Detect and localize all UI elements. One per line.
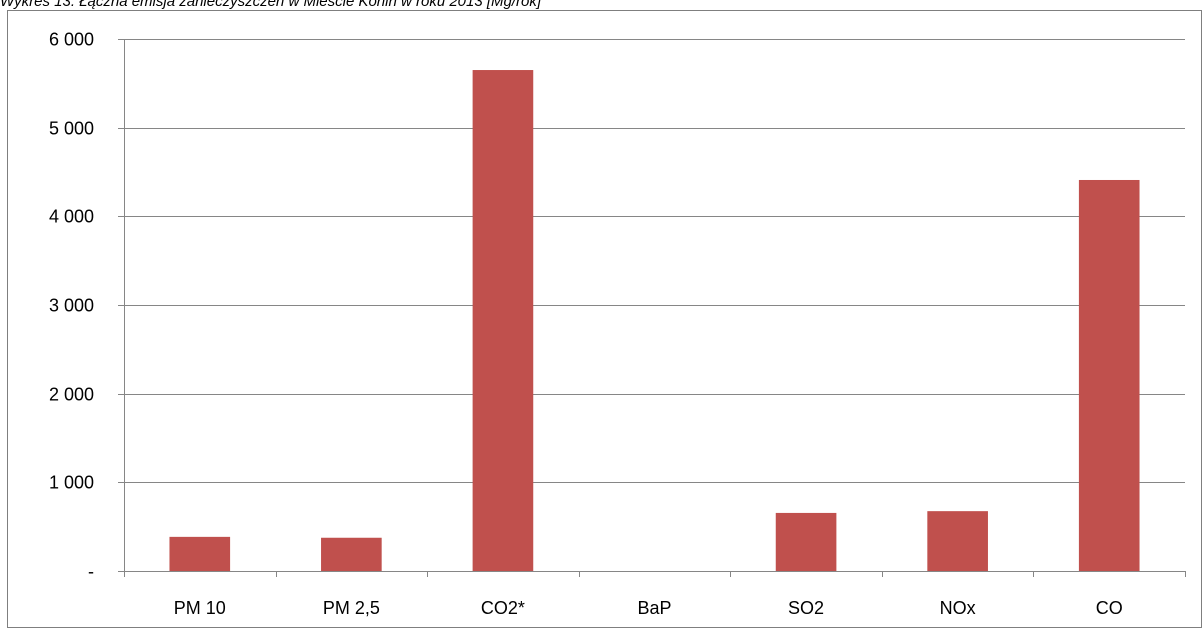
bar-nox [927, 511, 988, 571]
x-tick-label: BaP [637, 598, 671, 618]
x-tick-label: SO2 [788, 598, 824, 618]
y-tick-label: 1 000 [49, 473, 94, 493]
chart-frame [7, 10, 1202, 628]
y-tick-label: 5 000 [49, 119, 94, 139]
y-tick-label: - [88, 562, 94, 582]
bar-co2 [472, 70, 534, 572]
y-tick-label: 2 000 [49, 385, 94, 405]
bar-so2 [775, 512, 837, 571]
x-tick-label: NOx [940, 598, 976, 618]
x-tick-label: PM 10 [174, 598, 226, 618]
y-tick-label: 4 000 [49, 207, 94, 227]
y-tick-label: 6 000 [49, 30, 94, 50]
x-tick-label: PM 2,5 [323, 598, 380, 618]
y-tick-label: 3 000 [49, 296, 94, 316]
x-tick-label: CO2* [481, 598, 525, 618]
bar-pm-10 [169, 536, 231, 571]
x-tick-label: CO [1096, 598, 1123, 618]
bar-co [1078, 179, 1140, 572]
chart-caption: Wykres 13. Łączna emisja zanieczyszczeń … [0, 0, 542, 10]
bar-pm-2-5 [321, 537, 382, 571]
